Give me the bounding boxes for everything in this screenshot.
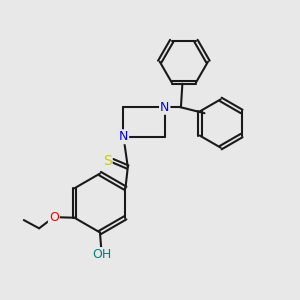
Text: O: O	[49, 211, 59, 224]
Text: N: N	[119, 130, 128, 143]
Text: N: N	[160, 101, 169, 114]
Text: S: S	[103, 154, 112, 168]
Text: OH: OH	[92, 248, 111, 261]
